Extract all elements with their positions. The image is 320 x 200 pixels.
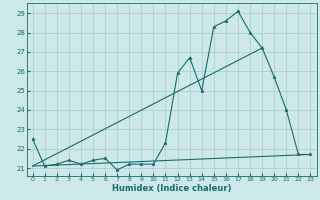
X-axis label: Humidex (Indice chaleur): Humidex (Indice chaleur)	[112, 184, 231, 193]
